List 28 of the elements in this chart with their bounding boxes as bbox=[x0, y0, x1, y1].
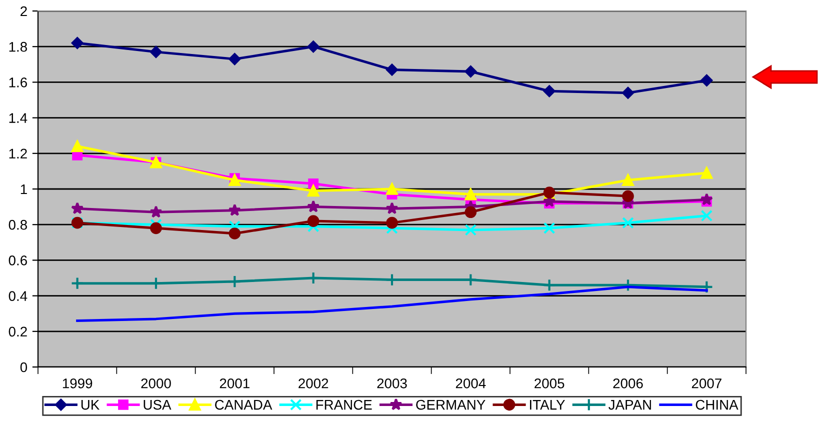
y-tick-label: 0.4 bbox=[8, 291, 28, 301]
x-tick-label: 2002 bbox=[298, 378, 328, 388]
y-tick-label: 1 bbox=[20, 184, 27, 194]
y-tick-label: 1.2 bbox=[9, 148, 27, 158]
legend-label: ITALY bbox=[530, 400, 565, 410]
y-tick-label: 0 bbox=[20, 362, 28, 372]
x-tick-label: 2005 bbox=[534, 378, 564, 388]
x-tick-label: 2006 bbox=[613, 378, 643, 388]
legend-label: UK bbox=[81, 400, 100, 410]
y-tick-label: 1.4 bbox=[9, 113, 28, 123]
x-tick-label: 2004 bbox=[456, 378, 486, 388]
y-tick-label: 1.8 bbox=[9, 42, 27, 52]
x-tick-label: 2003 bbox=[377, 378, 407, 388]
y-tick-label: 0.8 bbox=[8, 220, 27, 230]
y-tick-label: 2 bbox=[20, 6, 27, 16]
legend-label: USA bbox=[144, 400, 172, 410]
legend-label: JAPAN bbox=[608, 400, 651, 410]
x-tick-label: 2001 bbox=[220, 378, 250, 388]
legend-label: CANADA bbox=[215, 400, 272, 410]
x-tick-label: 2007 bbox=[692, 378, 722, 388]
y-tick-label: 1.6 bbox=[9, 78, 27, 88]
y-tick-label: 0.6 bbox=[8, 256, 27, 266]
x-tick-label: 1999 bbox=[62, 378, 92, 388]
x-tick-label: 2000 bbox=[141, 378, 171, 388]
legend-label: FRANCE bbox=[316, 400, 372, 410]
y-tick-label: 0.2 bbox=[8, 326, 27, 337]
legend-label: CHINA bbox=[696, 400, 738, 410]
legend-label: GERMANY bbox=[416, 400, 486, 410]
